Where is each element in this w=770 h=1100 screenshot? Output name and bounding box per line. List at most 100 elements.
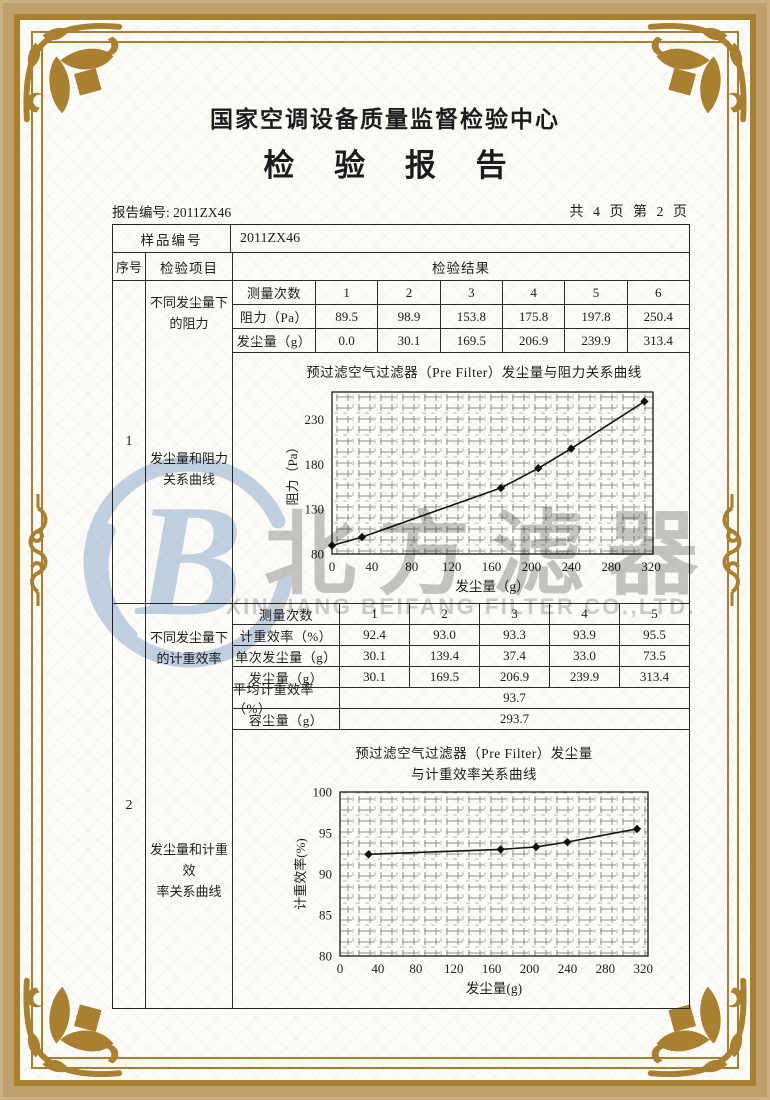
item-label-line: 关系曲线 [162, 471, 215, 487]
svg-text:0: 0 [329, 559, 336, 574]
efficiency-chart: 80 85 90 95 100 0 40 80 120 160 200 240 280 320 发尘量(g)… [293, 785, 654, 997]
table-cell: 4 [503, 281, 566, 304]
document-body: 国家空调设备质量监督检验中心 检 验 报 告 报告编号: 2011ZX46 共 … [48, 48, 722, 1052]
svg-text:320: 320 [641, 559, 661, 574]
sample-number-value: 2011ZX46 [240, 230, 301, 246]
table-cell: 313.4 [643, 332, 673, 348]
row-label: 阻力（Pa） [233, 305, 316, 328]
row-label: 发尘量（g） [233, 667, 340, 687]
table-cell: 37.4 [480, 646, 550, 666]
seq-column-header: 序号 [113, 253, 146, 280]
row-label: 测量次数 [233, 604, 340, 624]
table-row: 阻力（Pa） 89.5 98.9 153.8 175.8 197.8 250.4 [233, 305, 689, 329]
section-2-results: 测量次数 1 2 3 4 5 计重效率（%） 92.4 93.0 93.3 93.9 95.5 单次发尘… [233, 604, 689, 1008]
table-cell: 0.0 [316, 329, 379, 352]
svg-text:80: 80 [319, 949, 332, 964]
svg-text:80: 80 [409, 961, 422, 976]
section-1-results: 测量次数 1 2 3 4 5 6 阻力（Pa） 89.5 98.9 153.8 175.8 197.8 2… [233, 281, 689, 603]
table-cell: 5 [565, 281, 628, 304]
table-row: 计重效率（%） 92.4 93.0 93.3 93.9 95.5 [233, 625, 689, 646]
result-column-header: 检验结果 [432, 260, 490, 276]
table-row: 发尘量（g） 30.1 169.5 206.9 239.9 313.4 [233, 667, 689, 688]
corner-flourish-icon [23, 22, 123, 123]
item-label-line: 不同发尘量下 [149, 295, 228, 310]
table-cell: 239.9 [550, 667, 620, 687]
table-cell: 30.1 [340, 646, 410, 666]
table-cell: 6 [655, 284, 662, 300]
table-cell: 30.1 [378, 329, 441, 352]
section-1-item: 不同发尘量下 的阻力 发尘量和阻力 关系曲线 [146, 281, 233, 603]
table-cell: 4 [550, 604, 620, 624]
svg-text:280: 280 [596, 961, 616, 976]
table-cell: 169.5 [410, 667, 480, 687]
table-cell-merged: 93.7 [503, 690, 526, 705]
table-cell: 239.9 [565, 329, 628, 352]
table-cell: 2 [378, 281, 441, 304]
table-cell: 98.9 [378, 305, 441, 328]
table-row: 发尘量（g） 0.0 30.1 169.5 206.9 239.9 313.4 [233, 329, 689, 353]
corner-flourish-icon [647, 977, 747, 1078]
resistance-chart: 80 130 180 230 0 40 80 120 160 200 240 280 320 发尘量（g）… [285, 391, 661, 594]
resistance-chart-block: 预过滤空气过滤器（Pre Filter）发尘量与阻力关系曲线 80 130 180 2… [233, 353, 689, 606]
svg-text:80: 80 [311, 547, 324, 562]
svg-text:280: 280 [601, 559, 621, 574]
svg-text:200: 200 [522, 559, 542, 574]
row-label: 发尘量（g） [233, 329, 316, 352]
svg-text:80: 80 [405, 559, 418, 574]
report-meta-row: 报告编号: 2011ZX46 共 4 页 第 2 页 [112, 201, 690, 221]
efficiency-table: 测量次数 1 2 3 4 5 计重效率（%） 92.4 93.0 93.3 93.9 95.5 单次发尘… [233, 604, 689, 730]
report-title: 检 验 报 告 [263, 148, 523, 183]
item-column-header: 检验项目 [146, 253, 233, 280]
section-1: 1 不同发尘量下 的阻力 发尘量和阻力 关系曲线 测量次数 1 2 3 4 5 6 阻力（Pa… [113, 281, 689, 603]
table-cell: 95.5 [643, 627, 666, 642]
report-number-value: 2011ZX46 [173, 205, 232, 220]
svg-text:160: 160 [482, 961, 502, 976]
page-indicator: 共 4 页 第 2 页 [569, 205, 690, 220]
table-cell: 206.9 [480, 667, 550, 687]
svg-text:230: 230 [305, 412, 325, 427]
section-2-item-mid: 发尘量和计重效 率关系曲线 [144, 840, 234, 902]
table-cell: 2 [410, 604, 480, 624]
table-cell: 313.4 [639, 669, 670, 684]
svg-text:40: 40 [371, 961, 384, 976]
table-cell: 1 [316, 281, 379, 304]
table-cell: 139.4 [410, 646, 480, 666]
item-label-line: 不同发尘量下 [149, 630, 228, 645]
item-label-line: 发尘量和阻力 [149, 451, 228, 466]
sample-number-row: 样品编号 2011ZX46 [113, 225, 689, 253]
svg-text:130: 130 [305, 502, 325, 517]
chart1-title: 预过滤空气过滤器（Pre Filter）发尘量与阻力关系曲线 [306, 365, 642, 380]
table-row: 测量次数 1 2 3 4 5 [233, 604, 689, 625]
section-1-item-top: 不同发尘量下 的阻力 [144, 293, 234, 335]
table-cell: 89.5 [316, 305, 379, 328]
table-cell: 169.5 [441, 329, 503, 352]
table-cell: 206.9 [503, 329, 566, 352]
svg-text:120: 120 [442, 559, 462, 574]
table-cell: 250.4 [643, 308, 673, 324]
section-2-item-top: 不同发尘量下 的计重效率 [144, 628, 234, 670]
sample-number-label: 样品编号 [113, 225, 231, 252]
svg-text:90: 90 [319, 867, 332, 882]
table-row: 平均计重效率（%） 93.7 [233, 682, 689, 716]
row-label: 计重效率（%） [233, 625, 340, 645]
svg-text:40: 40 [365, 559, 378, 574]
chart2-title-line2: 与计重效率关系曲线 [411, 767, 537, 782]
svg-text:180: 180 [305, 457, 325, 472]
table-cell: 5 [651, 606, 658, 621]
section-2: 2 不同发尘量下 的计重效率 发尘量和计重效 率关系曲线 测量次数 1 2 3 4 5 计重… [113, 603, 689, 1008]
svg-text:0: 0 [337, 961, 344, 976]
page-content: 国家空调设备质量监督检验中心 检 验 报 告 报告编号: 2011ZX46 共 … [48, 48, 722, 1052]
svg-text:发尘量（g）: 发尘量（g） [455, 579, 529, 594]
svg-text:200: 200 [520, 961, 540, 976]
row-label: 容尘量（g） [233, 709, 340, 729]
center-name-title: 国家空调设备质量监督检验中心 [210, 107, 560, 132]
resistance-table: 测量次数 1 2 3 4 5 6 阻力（Pa） 89.5 98.9 153.8 175.8 197.8 2… [233, 281, 689, 353]
table-cell: 93.9 [550, 625, 620, 645]
table-cell: 30.1 [340, 667, 410, 687]
border-scroll-icon [722, 494, 742, 606]
svg-text:85: 85 [319, 908, 332, 923]
row-label: 单次发尘量（g） [233, 646, 340, 666]
svg-text:320: 320 [634, 961, 654, 976]
svg-text:95: 95 [319, 826, 332, 841]
table-row: 测量次数 1 2 3 4 5 6 [233, 281, 689, 305]
